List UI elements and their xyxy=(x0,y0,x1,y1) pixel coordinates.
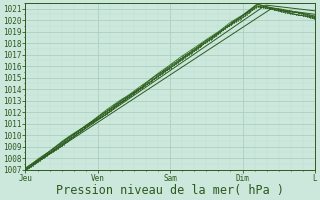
X-axis label: Pression niveau de la mer( hPa ): Pression niveau de la mer( hPa ) xyxy=(56,184,284,197)
